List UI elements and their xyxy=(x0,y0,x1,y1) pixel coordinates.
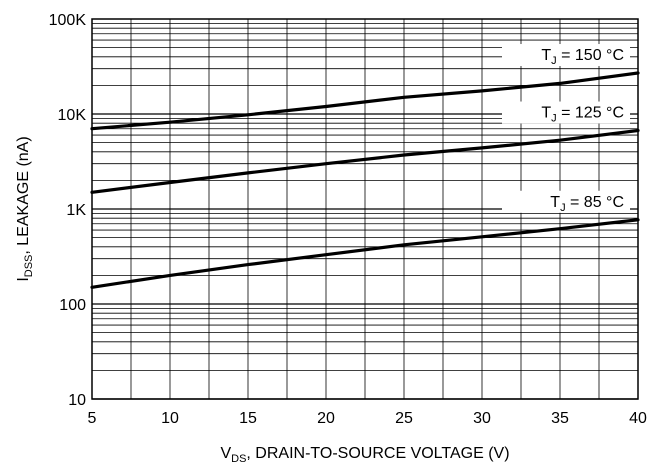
x-tick-label: 40 xyxy=(629,410,647,427)
series-line-3 xyxy=(90,218,640,289)
y-tick-label: 1K xyxy=(66,202,86,219)
x-tick-label: 10 xyxy=(161,410,179,427)
y-tick-label: 10 xyxy=(68,392,86,409)
x-tick-label: 5 xyxy=(88,410,97,427)
x-tick-label: 30 xyxy=(473,410,491,427)
y-tick-label: 100K xyxy=(49,12,87,29)
x-tick-label: 20 xyxy=(317,410,335,427)
series-line-2 xyxy=(90,128,640,194)
series-label-background xyxy=(502,101,630,124)
y-tick-label: 100 xyxy=(59,297,86,314)
series-label-background xyxy=(502,190,630,213)
x-tick-label: 35 xyxy=(551,410,569,427)
y-tick-labels: 10 100 1K 10K 100K xyxy=(49,12,87,409)
x-axis-title: VDS, DRAIN-TO-SOURCE VOLTAGE (V) xyxy=(220,445,509,465)
series-label-3: TJ = 85 °C xyxy=(550,194,624,214)
series-labels: TJ = 150 °C TJ = 125 °C TJ = 85 °C xyxy=(502,44,630,214)
series-lines xyxy=(90,71,640,289)
series-label-2: TJ = 125 °C xyxy=(541,105,624,125)
y-tick-label: 10K xyxy=(58,107,87,124)
plot-frame xyxy=(91,18,639,400)
series-line-1 xyxy=(90,71,640,131)
x-tick-label: 15 xyxy=(239,410,257,427)
series-label-background xyxy=(502,44,630,67)
y-axis-title: IDSS, LEAKAGE (nA) xyxy=(15,136,35,281)
x-tick-labels: 5 10 15 20 25 30 35 40 xyxy=(88,410,647,427)
x-tick-label: 25 xyxy=(395,410,413,427)
series-label-1: TJ = 150 °C xyxy=(541,47,624,67)
